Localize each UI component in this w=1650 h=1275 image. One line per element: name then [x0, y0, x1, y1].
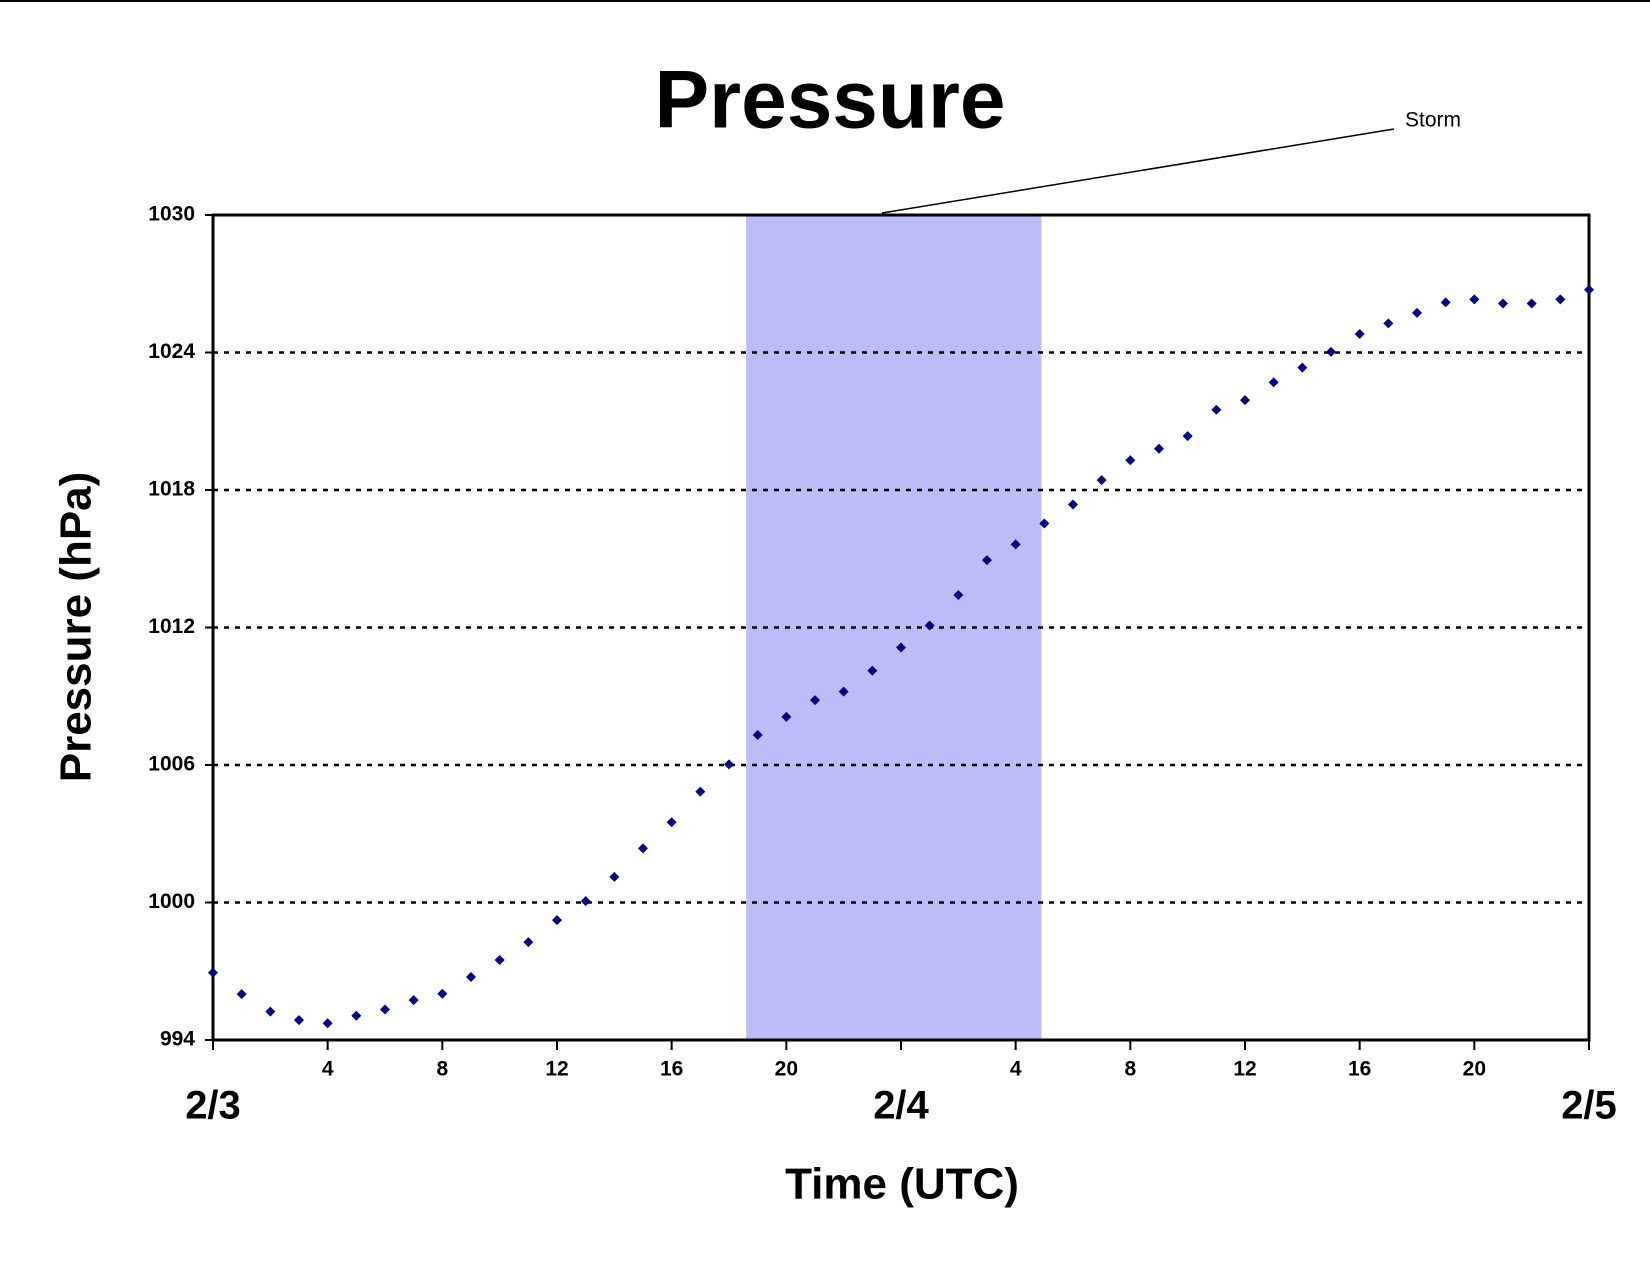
data-point: [437, 988, 448, 999]
x-tick-label: 16: [1348, 1058, 1371, 1081]
data-point: [781, 711, 792, 722]
annotation: Storm: [1405, 109, 1461, 132]
data-point: [1268, 377, 1279, 388]
y-tick-label: 994: [160, 1028, 195, 1051]
data-point: [322, 1018, 333, 1029]
data-point: [1383, 318, 1394, 329]
data-point: [1440, 297, 1451, 308]
x-tick-label: 8: [436, 1058, 448, 1081]
data-point: [1182, 431, 1193, 442]
data-point: [924, 620, 935, 631]
data-point: [896, 642, 906, 653]
annotation-leader: [881, 128, 1395, 214]
y-tick-label: 1012: [148, 615, 195, 638]
data-point: [1096, 475, 1107, 486]
x-axis-label: Time (UTC): [785, 1160, 1019, 1209]
data-point: [695, 786, 706, 797]
data-point: [1354, 328, 1365, 339]
x-date-label: 2/3: [185, 1084, 241, 1128]
data-point: [494, 955, 505, 966]
data-point: [1240, 395, 1250, 406]
data-point: [953, 589, 964, 600]
data-point: [1526, 298, 1537, 309]
data-point: [867, 665, 878, 676]
data-point: [666, 817, 677, 828]
data-point: [294, 1015, 304, 1026]
data-point: [1297, 362, 1308, 373]
data-point: [638, 843, 648, 854]
data-point: [1498, 298, 1508, 309]
x-tick-label: 4: [1010, 1058, 1022, 1081]
plot-frame: [211, 213, 1591, 1042]
data-point: [752, 729, 763, 740]
data-point: [609, 871, 620, 882]
y-tick-label: 1018: [148, 478, 195, 501]
data-point: [1326, 346, 1336, 357]
x-date-label: 2/4: [873, 1084, 929, 1128]
y-axis-label: Pressure (hPa): [52, 472, 101, 783]
data-point: [552, 915, 562, 926]
data-point: [810, 695, 820, 706]
chart-title: Pressure: [654, 55, 1005, 146]
x-tick-label: 20: [1463, 1058, 1486, 1081]
data-point: [466, 971, 476, 982]
y-tick-label: 1000: [148, 890, 195, 913]
x-tick-label: 12: [1233, 1058, 1256, 1081]
data-point: [523, 937, 534, 948]
data-point: [1412, 307, 1422, 318]
x-tick-label: 4: [322, 1058, 334, 1081]
data-point: [408, 995, 419, 1006]
data-point: [208, 967, 218, 978]
storm-band: [746, 215, 1042, 1040]
data-point: [1555, 294, 1566, 305]
data-point: [982, 555, 992, 566]
x-tick-label: 8: [1124, 1058, 1136, 1081]
data-point: [838, 686, 849, 697]
data-point: [1039, 518, 1050, 529]
data-point: [1211, 404, 1222, 415]
data-point: [1154, 443, 1164, 454]
data-point: [1584, 284, 1594, 295]
data-point: [724, 759, 734, 770]
y-tick-label: 1030: [148, 203, 195, 226]
data-point: [1068, 499, 1078, 510]
y-tick-label: 1024: [148, 340, 195, 363]
data-point: [265, 1006, 276, 1017]
data-point: [380, 1004, 390, 1015]
data-point: [1010, 539, 1021, 550]
x-date-label: 2/5: [1561, 1084, 1617, 1128]
data-point: [1125, 455, 1136, 466]
data-point: [1469, 294, 1480, 305]
x-tick-label: 16: [660, 1058, 683, 1081]
x-tick-label: 12: [545, 1058, 568, 1081]
x-tick-label: 20: [775, 1058, 798, 1081]
y-tick-label: 1006: [148, 753, 195, 776]
data-point: [236, 989, 247, 1000]
data-point: [351, 1010, 362, 1021]
data-point: [580, 896, 591, 907]
